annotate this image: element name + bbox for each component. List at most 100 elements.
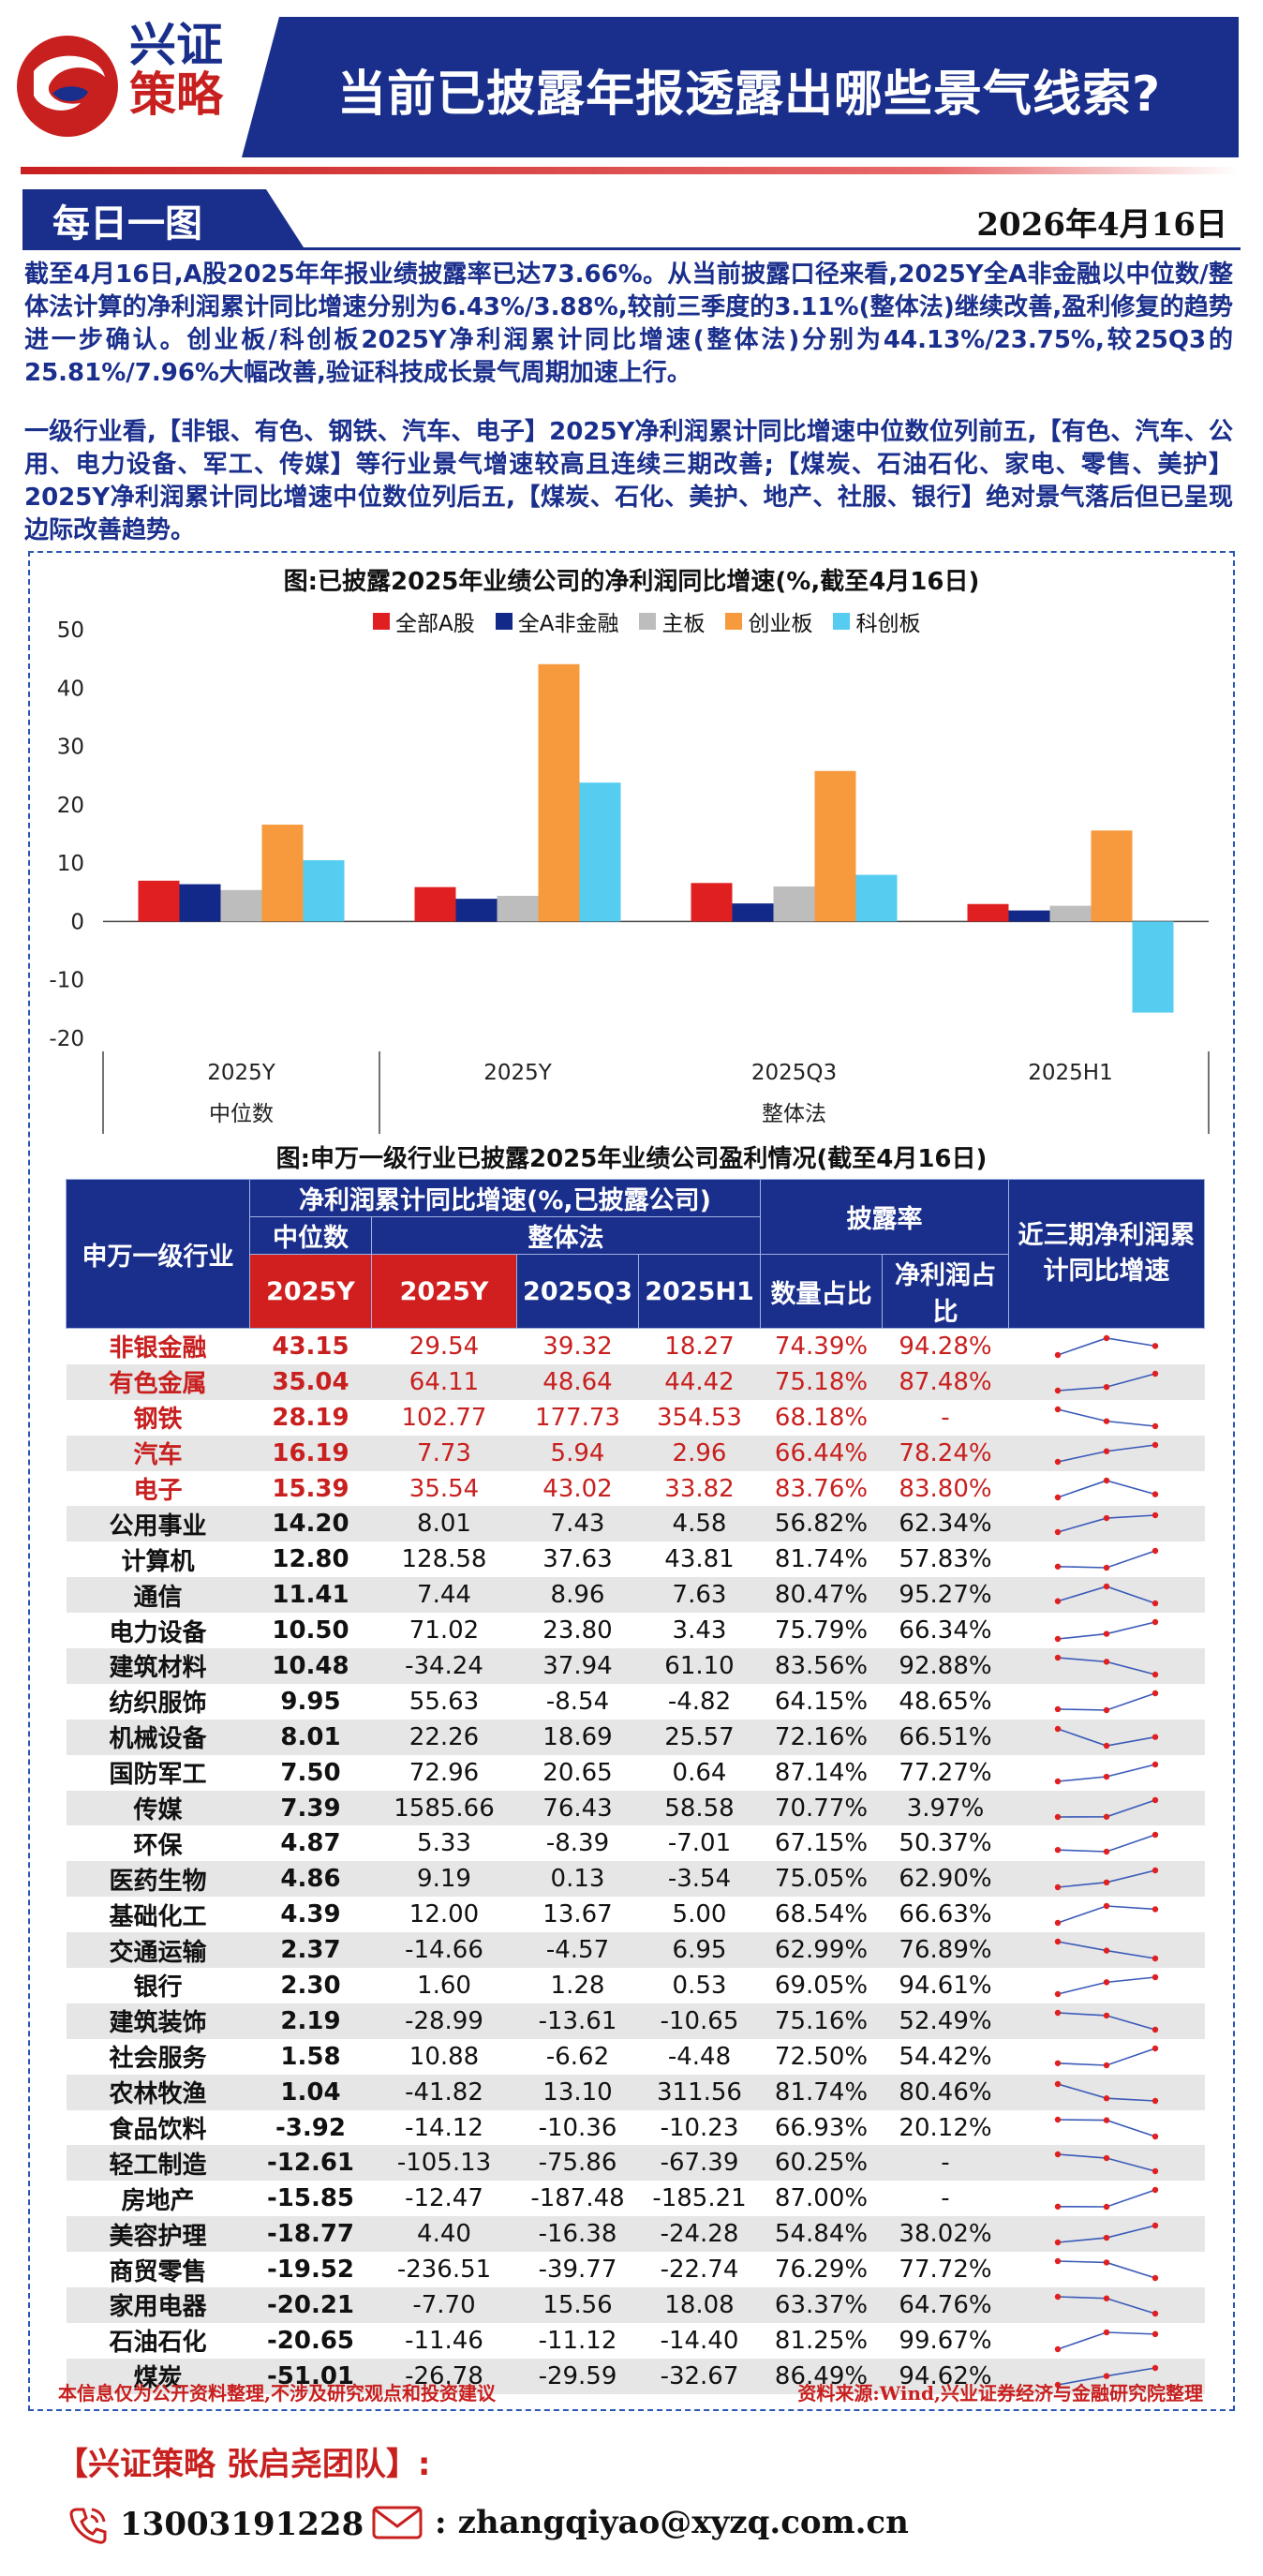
disclosure-profit-ratio: 62.90% [882,1861,1009,1898]
trend-sparkline [1054,1334,1159,1359]
trend-sparkline [1054,1477,1159,1500]
median-2025y: 8.01 [249,1719,372,1755]
trend-point [1054,2381,1062,2388]
industry-name: 煤炭 [66,2358,250,2394]
logo-icon [17,36,118,137]
header-growth: 净利润累计同比增速(%,已披露公司) [249,1179,761,1217]
trend-point [1103,2094,1110,2102]
y-tick-label: 30 [57,736,84,760]
trend-point [1054,1598,1062,1605]
overall-2025h1: -14.40 [660,2326,739,2355]
industry-name: 交通运输 [66,1932,250,1969]
median-2025y: 12.80 [272,1545,349,1574]
industry-name: 计算机 [121,1547,195,1576]
disclosure-count-ratio: 56.82% [760,1506,883,1542]
disclosure-count-ratio: 68.18% [774,1403,869,1432]
trend-point [1103,1583,1110,1590]
trend-point [1152,2223,1159,2229]
page-title: 当前已披露年报透露出哪些景气线索? [337,67,1162,123]
overall-2025h1: -4.48 [667,2042,732,2071]
trend-sparkline [1054,1902,1159,1927]
median-2025y: 10.48 [249,1648,372,1684]
disclosure-count-ratio: 66.93% [774,2113,869,2142]
trend-point [1054,2080,1062,2087]
overall-2025y: 4.40 [371,2216,517,2253]
disclosure-count-ratio: 87.14% [774,1758,869,1787]
trend-cell [1008,2287,1205,2323]
trend-point [1054,1705,1062,1713]
median-2025y: -15.85 [266,2184,355,2213]
trend-point [1152,2364,1159,2371]
overall-2025y: 102.77 [401,1403,487,1432]
industry-name: 建筑装饰 [66,2003,250,2039]
legend-label: 科创板 [855,612,921,636]
overall-2025y: -28.99 [371,2003,517,2039]
table-row: 纺织服饰 9.95 55.63 -8.54 -4.82 64.15% 48.65% [67,1684,1205,1720]
trend-point [1152,1868,1159,1874]
legend-swatch [833,613,851,630]
industry-name: 轻工制造 [66,2145,250,2181]
y-tick-label: 20 [57,794,84,818]
header-median: 中位数 [249,1216,372,1255]
bar [855,874,898,922]
overall-2025q3: 5.94 [516,1435,639,1471]
trend-cell [1008,1790,1205,1826]
table-row: 建筑装饰 2.19 -28.99 -13.61 -10.65 75.16% 52.49% [66,2003,1205,2039]
overall-2025h1: 58.58 [638,1790,761,1826]
trend-point [1054,1884,1062,1891]
overall-2025h1: 0.64 [672,1758,727,1787]
title-banner [242,17,1239,157]
overall-2025y: -7.70 [371,2287,517,2323]
disclosure-profit-ratio: 92.88% [882,1648,1009,1684]
median-2025y: 35.04 [249,1363,372,1400]
trend-point [1054,2257,1062,2265]
overall-2025h1: 3.43 [672,1616,727,1645]
overall-2025y: -14.66 [371,1932,517,1969]
industry-name: 家用电器 [66,2287,250,2323]
industry-name: 商贸零售 [109,2257,207,2286]
overall-2025y: 7.73 [371,1435,517,1471]
phone-contact: 13003191228 [67,2504,364,2545]
overall-2025h1: -32.67 [638,2358,761,2394]
bar-chart: -20 -10 0 10 20 30 40 50 2025Y 2025Y 2025Q3 2025H1 中… [49,618,1210,1134]
trend-point [1054,1990,1062,1998]
email-contact: : zhangqiyao@xyzq.com.cn [371,2504,909,2541]
trend-point [1152,1370,1159,1377]
trend-sparkline [1054,1832,1159,1855]
disclosure-count-ratio: 81.74% [774,1545,869,1574]
trend-point [1103,1979,1110,1986]
trend-cell [1008,1363,1205,1400]
trend-point [1103,1565,1110,1571]
bar [303,860,345,922]
trend-point [1103,2329,1110,2336]
industry-name: 汽车 [66,1435,250,1471]
table-row: 社会服务 1.58 10.88 -6.62 -4.48 72.50% 54.42% [67,2039,1205,2075]
trend-cell [1009,1613,1205,1648]
content-frame [28,551,1235,2411]
trend-point [1103,2062,1110,2068]
header-col-median-2025y: 2025Y [249,1254,372,1329]
trend-point [1054,2116,1062,2122]
trend-sparkline [1054,1654,1159,1678]
trend-cell [1009,2039,1205,2075]
trend-point [1103,2373,1110,2379]
trend-cell [1008,2003,1205,2039]
trend-point [1103,2295,1110,2301]
daily-divider [22,247,1241,250]
disclosure-count-ratio: 60.25% [760,2145,883,2181]
trend-point [1054,1938,1062,1945]
trend-cell [1009,1471,1205,1507]
overall-2025y: -26.78 [371,2358,517,2394]
overall-2025y: 10.88 [409,2042,480,2071]
trend-cell [1009,1897,1205,1932]
overall-2025y: 5.33 [417,1829,471,1858]
median-2025y: 16.19 [249,1435,372,1471]
header: 兴证 策略 当前已披露年报透露出哪些景气线索? [0,0,1263,178]
trend-point [1054,1778,1062,1784]
table-row: 石油石化 -20.65 -11.46 -11.12 -14.40 81.25% 99.67% [67,2323,1205,2359]
trend-point [1054,1813,1062,1820]
bar [579,782,621,922]
bar [1049,905,1092,922]
overall-2025h1: 354.53 [657,1403,742,1432]
trend-point [1103,1515,1110,1522]
